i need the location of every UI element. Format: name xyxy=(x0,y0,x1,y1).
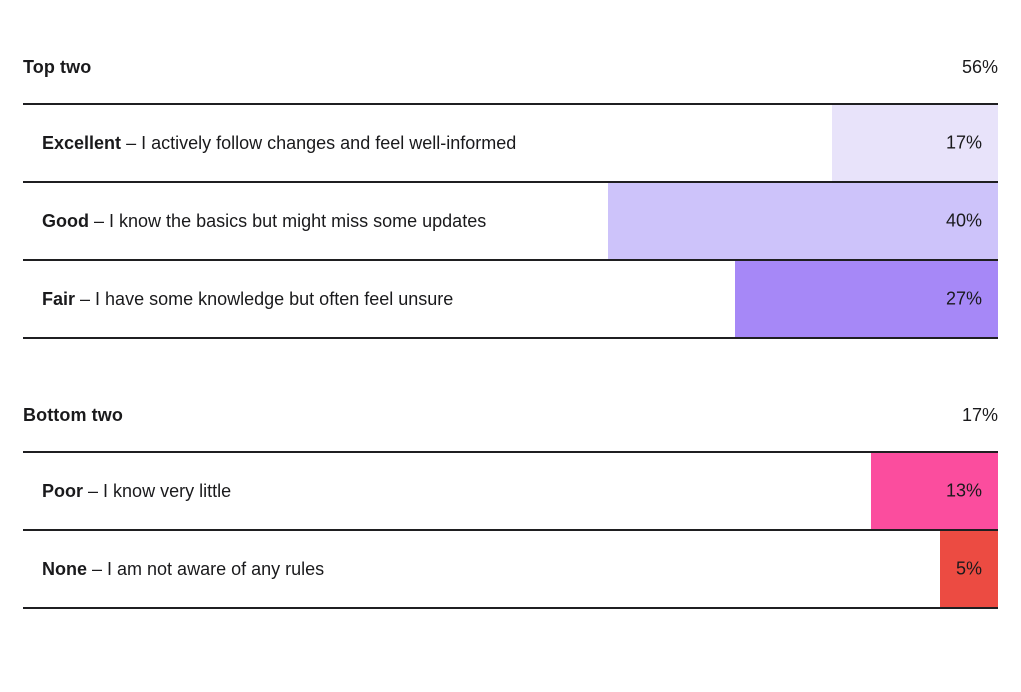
bar-row: Excellent – I actively follow changes an… xyxy=(23,105,998,183)
row-label: Good – I know the basics but might miss … xyxy=(42,210,486,232)
row-label: None – I am not aware of any rules xyxy=(42,558,324,580)
section-total-value: 17% xyxy=(961,405,998,425)
row-description: – I have some knowledge but often feel u… xyxy=(80,289,454,309)
section-total-value: 56% xyxy=(961,57,998,77)
bar-fill xyxy=(608,183,998,259)
bar-row: Good – I know the basics but might miss … xyxy=(23,183,998,261)
section-title: Bottom two xyxy=(23,405,123,425)
row-description: – I am not aware of any rules xyxy=(92,559,325,579)
row-percent-label: 27% xyxy=(945,288,982,309)
bar-row: Poor – I know very little 13% xyxy=(23,453,998,531)
bar-fill xyxy=(832,105,998,181)
row-percent-label: 17% xyxy=(945,132,982,153)
row-term: None xyxy=(42,559,87,579)
row-label: Excellent – I actively follow changes an… xyxy=(42,132,516,154)
bar-fill xyxy=(734,261,998,337)
row-description: – I know very little xyxy=(88,481,232,501)
bar-row: None – I am not aware of any rules 5% xyxy=(23,531,998,609)
section-rows: Excellent – I actively follow changes an… xyxy=(23,103,998,339)
row-percent-label: 13% xyxy=(945,480,982,501)
section-header: Bottom two 17% xyxy=(23,405,998,425)
row-percent-label: 40% xyxy=(945,210,982,231)
bar-fill xyxy=(940,531,998,607)
row-description: – I know the basics but might miss some … xyxy=(94,211,487,231)
row-label: Poor – I know very little xyxy=(42,480,231,502)
chart-section-bottom-two: Bottom two 17% Poor – I know very little… xyxy=(23,405,998,609)
row-term: Fair xyxy=(42,289,76,309)
bar-row: Fair – I have some knowledge but often f… xyxy=(23,261,998,339)
row-term: Excellent xyxy=(42,133,122,153)
row-label: Fair – I have some knowledge but often f… xyxy=(42,288,453,310)
row-term: Poor xyxy=(42,481,84,501)
row-percent-label: 5% xyxy=(955,558,982,579)
section-header: Top two 56% xyxy=(23,57,998,77)
row-term: Good xyxy=(42,211,89,231)
section-rows: Poor – I know very little 13% None – I a… xyxy=(23,451,998,609)
row-description: – I actively follow changes and feel wel… xyxy=(126,133,517,153)
knowledge-bar-chart: Top two 56% Excellent – I actively follo… xyxy=(23,57,998,609)
bar-fill xyxy=(871,453,998,529)
chart-section-top-two: Top two 56% Excellent – I actively follo… xyxy=(23,57,998,339)
section-title: Top two xyxy=(23,57,92,77)
